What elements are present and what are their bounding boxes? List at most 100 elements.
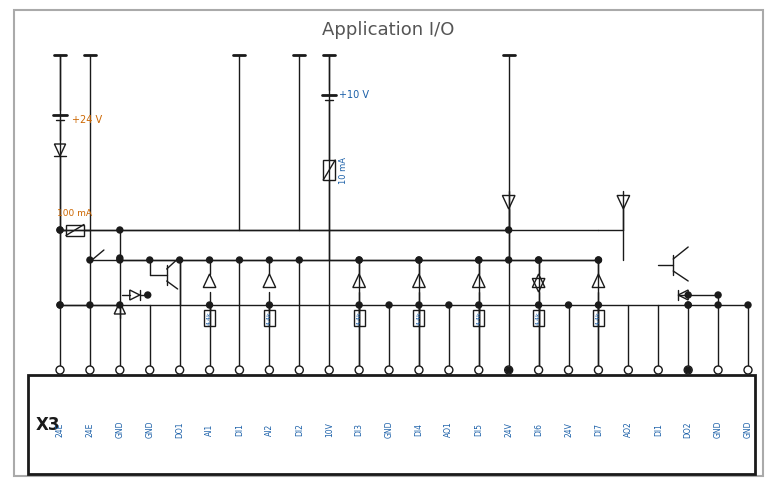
Circle shape <box>685 367 692 373</box>
Circle shape <box>356 302 362 308</box>
Circle shape <box>176 257 183 263</box>
Text: 4.4k: 4.4k <box>207 311 212 325</box>
Circle shape <box>117 227 123 233</box>
Circle shape <box>415 366 423 374</box>
Circle shape <box>295 366 303 374</box>
Circle shape <box>266 366 274 374</box>
Circle shape <box>505 366 513 374</box>
Text: DO1: DO1 <box>175 421 184 438</box>
Circle shape <box>326 366 333 374</box>
Circle shape <box>595 257 601 263</box>
Text: +10 V: +10 V <box>340 90 369 100</box>
Bar <box>533 310 544 326</box>
Circle shape <box>654 366 662 374</box>
Text: 4.4k: 4.4k <box>267 311 272 325</box>
Circle shape <box>117 255 123 261</box>
Circle shape <box>685 366 692 374</box>
Text: GND: GND <box>385 421 393 438</box>
Text: DI1: DI1 <box>653 423 663 436</box>
Text: DI5: DI5 <box>474 423 483 436</box>
Circle shape <box>595 302 601 308</box>
Circle shape <box>57 302 63 308</box>
Circle shape <box>535 302 542 308</box>
Text: X3: X3 <box>36 416 61 434</box>
Bar <box>66 225 84 236</box>
Circle shape <box>385 366 393 374</box>
Circle shape <box>535 257 542 263</box>
Circle shape <box>685 292 692 298</box>
Text: 24V: 24V <box>564 422 573 437</box>
Circle shape <box>87 257 93 263</box>
Text: 10V: 10V <box>325 422 333 437</box>
Text: DI1: DI1 <box>235 423 244 436</box>
Circle shape <box>476 257 482 263</box>
Text: DI6: DI6 <box>534 423 543 436</box>
Bar <box>28 375 755 474</box>
Circle shape <box>57 227 63 233</box>
Text: DI3: DI3 <box>354 423 364 436</box>
Circle shape <box>506 367 512 373</box>
Text: 4.4k: 4.4k <box>357 311 361 325</box>
Circle shape <box>267 257 273 263</box>
Text: AI1: AI1 <box>205 423 214 435</box>
Bar <box>264 310 275 326</box>
Text: AI2: AI2 <box>265 423 274 435</box>
Circle shape <box>86 366 94 374</box>
Circle shape <box>176 366 183 374</box>
Circle shape <box>57 227 63 233</box>
Text: 4.4k: 4.4k <box>596 311 601 325</box>
Circle shape <box>506 257 512 263</box>
Circle shape <box>506 227 512 233</box>
Circle shape <box>117 302 123 308</box>
Text: 24V: 24V <box>504 422 513 437</box>
Circle shape <box>685 302 692 308</box>
Text: Application I/O: Application I/O <box>322 21 455 39</box>
Circle shape <box>594 366 602 374</box>
Circle shape <box>446 302 452 308</box>
Circle shape <box>595 257 601 263</box>
Circle shape <box>416 257 422 263</box>
Circle shape <box>147 257 153 263</box>
Circle shape <box>116 366 124 374</box>
Text: 24E: 24E <box>85 422 95 437</box>
Text: GND: GND <box>744 421 752 438</box>
Circle shape <box>356 257 362 263</box>
Circle shape <box>207 302 213 308</box>
Circle shape <box>206 366 214 374</box>
Circle shape <box>146 366 154 374</box>
Bar <box>593 310 604 326</box>
Bar <box>323 160 335 180</box>
Circle shape <box>476 257 482 263</box>
Circle shape <box>566 302 572 308</box>
Text: DI4: DI4 <box>414 423 423 436</box>
Text: GND: GND <box>713 421 723 438</box>
Circle shape <box>565 366 573 374</box>
Text: AO2: AO2 <box>624 422 632 437</box>
Circle shape <box>476 302 482 308</box>
Bar <box>204 310 215 326</box>
Bar <box>413 310 424 326</box>
Circle shape <box>296 257 302 263</box>
Circle shape <box>57 302 63 308</box>
Circle shape <box>145 292 151 298</box>
Circle shape <box>685 302 692 308</box>
Circle shape <box>356 257 362 263</box>
Circle shape <box>714 366 722 374</box>
Text: 4.4k: 4.4k <box>536 311 541 325</box>
Circle shape <box>87 302 93 308</box>
Text: +24 V: +24 V <box>72 115 102 125</box>
Circle shape <box>416 302 422 308</box>
Text: 4.4k: 4.4k <box>416 311 421 325</box>
Text: DI7: DI7 <box>594 423 603 436</box>
Circle shape <box>625 366 632 374</box>
Circle shape <box>715 302 721 308</box>
Bar <box>473 310 484 326</box>
Text: 4.4k: 4.4k <box>476 311 481 325</box>
Circle shape <box>535 366 542 374</box>
Circle shape <box>535 257 542 263</box>
Text: DI2: DI2 <box>294 423 304 436</box>
Text: GND: GND <box>145 421 155 438</box>
Text: 100 mA: 100 mA <box>57 209 92 218</box>
Circle shape <box>355 366 363 374</box>
Text: GND: GND <box>115 421 124 438</box>
